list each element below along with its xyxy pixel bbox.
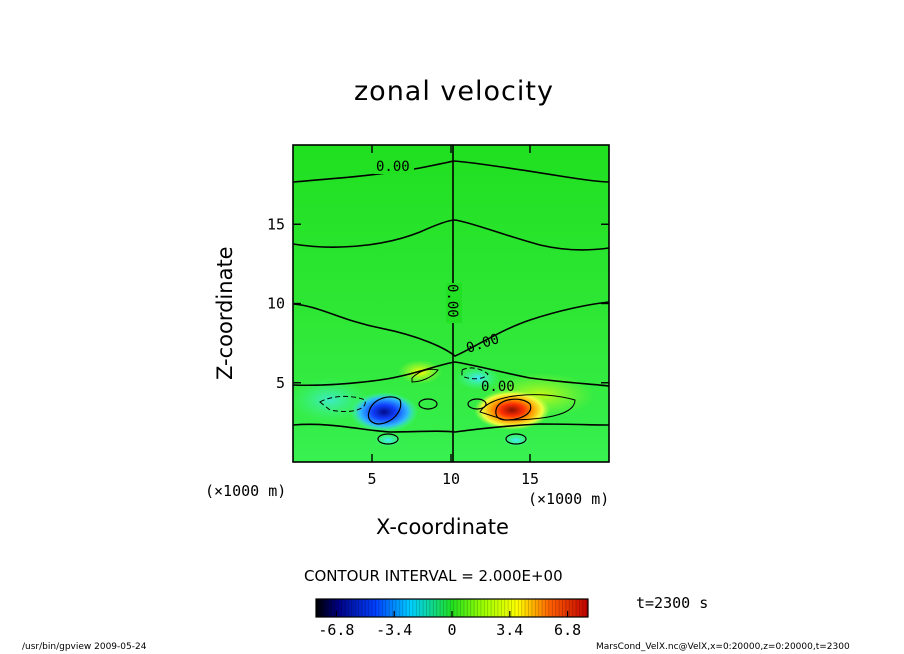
colorbar-tick-label: 3.4 [496,621,523,639]
x-tick-label: 15 [521,470,539,488]
y-tick-label: 5 [276,374,285,392]
x-unit-label: (×1000 m) [528,490,610,508]
colorbar-stripes [317,599,587,617]
time-label: t=2300 s [636,594,709,612]
footer-left: /usr/bin/gpview 2009-05-24 [22,642,147,652]
x-axis-label: X-coordinate [376,515,509,539]
y-unit-label: (×1000 m) [205,482,287,500]
positive-extreme-blob [474,390,550,430]
colorbar-tick-label: 6.8 [554,621,581,639]
contour-interval-label: CONTOUR INTERVAL = 2.000E+00 [304,567,563,585]
negative-contours [319,367,489,413]
colorbar-tick-label: 0 [447,621,456,639]
contour-field [293,145,609,462]
y-tick-label: 15 [267,215,285,233]
x-tick-label: 5 [367,470,376,488]
colorbar-tick-label: -6.8 [318,621,354,639]
colorbar-ticks: -6.8 -3.4 0 3.4 6.8 [318,611,581,639]
colorbar-tick-label: -3.4 [376,621,412,639]
colorbar [316,599,588,617]
x-axis-ticks: 5 10 15 [367,145,539,488]
contour-label-vertical: 0.00 [444,284,460,318]
positive-contours [411,368,576,421]
x-tick-label: 10 [442,470,460,488]
y-tick-label: 10 [267,295,285,313]
y-axis-ticks: 5 10 15 [267,215,609,392]
contour-label-low: 0.00 [481,379,515,395]
contour-label-top: 0.00 [376,159,410,175]
footer-right: MarsCond_VelX.nc@VelX,x=0:20000,z=0:2000… [596,642,850,652]
y-axis-label: Z-coordinate [213,246,237,380]
chart-title: zonal velocity [354,76,554,107]
